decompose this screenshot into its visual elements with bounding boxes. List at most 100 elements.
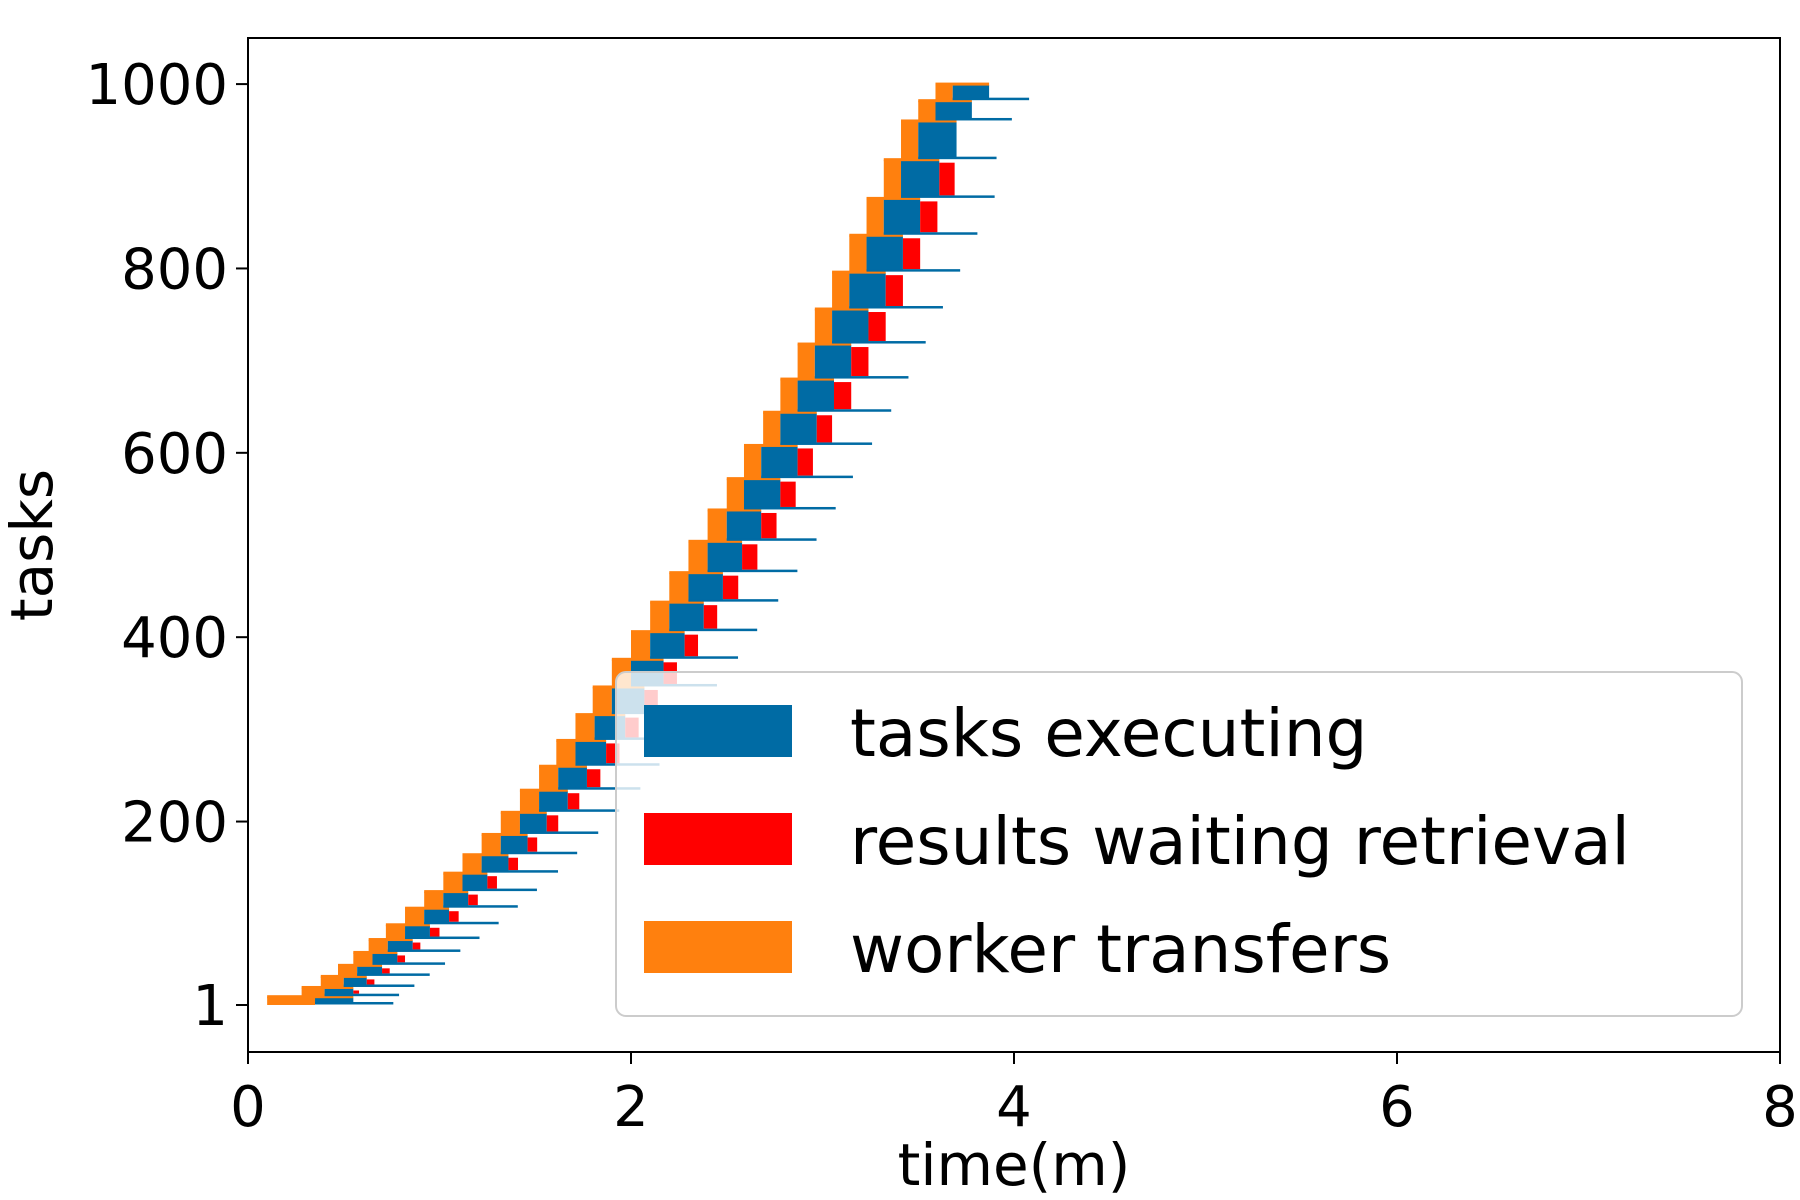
wait-bar-12 [546,815,559,832]
legend-box [615,671,1743,1017]
batch-9 [443,871,537,892]
straggler-line-11 [500,851,578,855]
exec-bar-19 [650,632,685,659]
exec-bar-28 [814,345,852,379]
batch-31 [849,233,961,273]
exec-bar-12 [519,813,547,834]
wait-bar-1 [353,990,360,994]
batch-10 [462,853,559,874]
batch-21 [669,571,779,603]
batch-6 [385,923,480,940]
legend: tasks executing results waiting retrieva… [615,671,1743,1017]
exec-bar-2 [343,977,367,987]
transfer-bar-32 [866,198,884,236]
wait-bar-4 [397,955,406,963]
straggler-line-34 [918,156,997,160]
wait-bar-11 [527,837,538,852]
straggler-line-0 [315,1001,394,1005]
straggler-line-32 [883,232,978,235]
x-tick-label-2: 4 [996,1075,1032,1140]
x-tick-label-4: 8 [1762,1075,1798,1140]
wait-bar-21 [722,575,739,600]
exec-bar-6 [405,925,430,939]
wait-bar-10 [508,857,519,871]
transfer-bar-16 [575,714,595,741]
wait-bar-19 [684,634,699,657]
exec-bar-3 [357,966,383,976]
straggler-line-31 [866,269,961,272]
straggler-line-26 [780,442,873,445]
exec-bar-30 [849,273,886,309]
transfer-bar-9 [443,873,463,892]
straggler-line-33 [901,195,995,198]
straggler-line-4 [372,962,446,965]
transfer-bar-28 [797,344,815,380]
straggler-line-9 [462,888,537,892]
batch-11 [481,832,578,855]
wait-bar-2 [366,979,375,985]
y-tick-label-1: 200 [121,791,228,856]
wait-bar-8 [468,894,478,906]
transfer-edge-36 [935,82,990,86]
batch-33 [883,158,995,199]
bars-layer [267,82,1030,1005]
y-axis-title: tasks [0,469,66,621]
batch-5 [368,938,461,953]
exec-bar-15 [575,741,607,766]
batch-2 [320,974,415,988]
y-tick-label-3: 600 [121,422,228,487]
transfer-bar-10 [462,854,482,874]
transfer-bar-1 [301,987,325,997]
legend-swatch-tasks-executing [644,705,792,757]
x-axis: 0 2 4 6 8 [230,1052,1798,1140]
legend-swatch-results-waiting [644,813,792,865]
transfer-bar-5 [368,939,388,953]
batch-29 [814,307,926,345]
exec-bar-21 [688,573,723,602]
x-tick-label-3: 6 [1379,1075,1415,1140]
exec-bar-33 [901,160,940,198]
wait-bar-24 [780,481,796,507]
legend-label-results-waiting: results waiting retrieval [850,803,1630,880]
straggler-line-28 [814,376,909,379]
exec-bar-11 [500,835,528,854]
y-tick-label-2: 400 [121,606,228,671]
transfer-bar-12 [500,812,520,835]
transfer-bar-3 [338,965,358,977]
wait-bar-26 [816,415,833,443]
wait-bar-30 [885,275,903,307]
straggler-line-19 [650,656,739,659]
straggler-line-12 [519,831,599,834]
batch-34 [901,119,997,160]
transfer-bar-24 [726,478,744,510]
transfer-bar-7 [405,908,425,925]
transfer-bar-6 [385,924,406,940]
wait-bar-5 [412,942,421,950]
x-tick-label-1: 2 [613,1075,649,1140]
wait-bar-13 [567,793,580,810]
transfer-bar-14 [539,766,559,791]
transfer-bar-36 [935,84,953,101]
straggler-line-13 [539,809,620,812]
straggler-line-7 [424,921,499,925]
batch-3 [338,963,430,977]
transfer-bar-34 [901,120,919,160]
legend-label-tasks-executing: tasks executing [850,695,1367,772]
straggler-line-10 [481,870,559,873]
exec-bar-26 [780,413,817,445]
wait-bar-32 [920,201,938,233]
exec-bar-10 [481,855,509,873]
exec-bar-35 [935,101,972,120]
transfer-bar-30 [832,272,850,310]
straggler-line-21 [688,599,779,602]
transfer-bar-15 [556,740,576,767]
wait-bar-20 [703,605,718,629]
x-axis-title: time(m) [898,1131,1131,1199]
transfer-edge-18 [611,657,664,661]
y-tick-label-4: 800 [121,237,228,302]
batch-23 [707,508,817,542]
batch-1 [301,985,400,997]
wait-bar-23 [761,512,777,539]
transfer-bar-4 [353,952,373,966]
y-axis: 1 200 400 600 800 1000 [85,53,248,1039]
